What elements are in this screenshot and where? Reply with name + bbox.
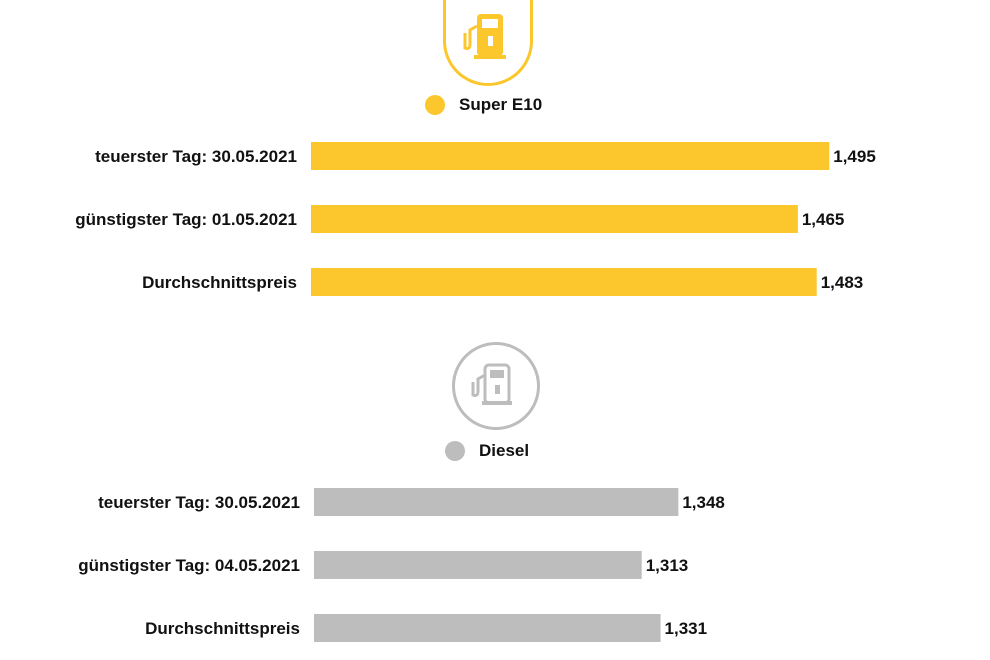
category-label: teuerster Tag: 30.05.2021 — [98, 493, 300, 512]
bar — [311, 205, 798, 233]
bar — [314, 551, 642, 579]
bar — [311, 142, 830, 170]
bar — [314, 488, 679, 516]
super-e10-legend-label: Super E10 — [459, 95, 543, 114]
value-label: 1,483 — [821, 273, 864, 292]
category-label: teuerster Tag: 30.05.2021 — [95, 147, 297, 166]
diesel-fuel-pump-icon — [452, 342, 540, 430]
diesel-legend-label: Diesel — [479, 441, 530, 460]
category-label: Durchschnittspreis — [142, 273, 297, 292]
super-e10-legend: Super E10 — [425, 94, 542, 116]
diesel-legend: Diesel — [445, 440, 529, 462]
value-label: 1,495 — [833, 147, 876, 166]
diesel-legend-dot — [445, 441, 465, 461]
value-label: 1,331 — [665, 619, 708, 638]
bar — [314, 614, 661, 642]
value-label: 1,313 — [646, 556, 689, 575]
category-label: günstigster Tag: 01.05.2021 — [75, 210, 297, 229]
value-label: 1,465 — [802, 210, 845, 229]
value-label: 1,348 — [682, 493, 725, 512]
category-label: günstigster Tag: 04.05.2021 — [78, 556, 300, 575]
super-e10-legend-dot — [425, 95, 445, 115]
bar — [311, 268, 817, 296]
super-e10-fuel-pump-icon — [443, 0, 533, 86]
category-label: Durchschnittspreis — [145, 619, 300, 638]
